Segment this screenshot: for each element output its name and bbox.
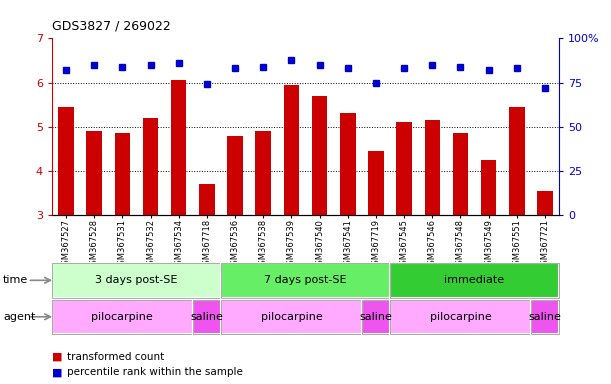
- Bar: [52, 300, 193, 334]
- Bar: [221, 300, 362, 334]
- Bar: [255, 131, 271, 215]
- Bar: [221, 263, 390, 298]
- Bar: [312, 96, 327, 215]
- Bar: [390, 300, 531, 334]
- Bar: [171, 80, 186, 215]
- Bar: [397, 122, 412, 215]
- Bar: [193, 300, 221, 334]
- Bar: [537, 191, 553, 215]
- Bar: [199, 184, 214, 215]
- Bar: [52, 263, 221, 298]
- Bar: [368, 151, 384, 215]
- Text: ■: ■: [52, 367, 62, 377]
- Bar: [58, 107, 74, 215]
- Bar: [52, 300, 193, 334]
- Bar: [390, 263, 559, 298]
- Bar: [86, 131, 102, 215]
- Text: saline: saline: [359, 312, 392, 322]
- Text: GDS3827 / 269022: GDS3827 / 269022: [52, 19, 170, 32]
- Bar: [52, 263, 221, 298]
- Bar: [509, 107, 525, 215]
- Bar: [531, 300, 559, 334]
- Bar: [531, 300, 559, 334]
- Bar: [390, 263, 559, 298]
- Text: ■: ■: [52, 352, 62, 362]
- Bar: [425, 120, 440, 215]
- Text: saline: saline: [191, 312, 224, 322]
- Text: agent: agent: [3, 312, 35, 322]
- Bar: [221, 263, 390, 298]
- Text: 3 days post-SE: 3 days post-SE: [95, 275, 178, 285]
- Bar: [115, 133, 130, 215]
- Bar: [340, 114, 356, 215]
- Bar: [221, 300, 362, 334]
- Bar: [143, 118, 158, 215]
- Text: pilocarpine: pilocarpine: [260, 312, 322, 322]
- Bar: [362, 300, 390, 334]
- Bar: [481, 160, 496, 215]
- Bar: [453, 133, 468, 215]
- Text: percentile rank within the sample: percentile rank within the sample: [67, 367, 243, 377]
- Bar: [193, 300, 221, 334]
- Text: pilocarpine: pilocarpine: [430, 312, 491, 322]
- Bar: [227, 136, 243, 215]
- Text: immediate: immediate: [444, 275, 505, 285]
- Text: transformed count: transformed count: [67, 352, 164, 362]
- Text: 7 days post-SE: 7 days post-SE: [264, 275, 347, 285]
- Bar: [390, 300, 531, 334]
- Text: saline: saline: [529, 312, 562, 322]
- Bar: [284, 85, 299, 215]
- Text: time: time: [3, 275, 28, 285]
- Bar: [362, 300, 390, 334]
- Text: pilocarpine: pilocarpine: [92, 312, 153, 322]
